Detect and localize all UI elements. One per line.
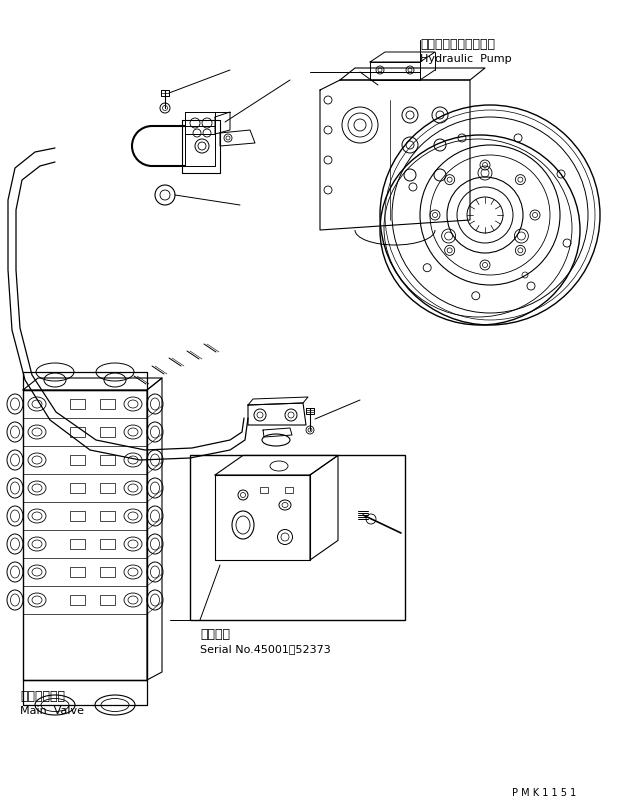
Bar [100,567,115,577]
Text: 適用号機: 適用号機 [200,628,230,641]
Bar [285,487,293,493]
Bar [70,399,85,409]
Text: Main  Valve: Main Valve [20,706,84,716]
Bar [70,567,85,577]
Bar [100,539,115,549]
Text: Hydraulic  Pump: Hydraulic Pump [420,54,511,64]
Bar [190,455,405,620]
Bar [70,483,85,493]
Bar [100,511,115,521]
Bar [100,427,115,437]
Bar [100,595,115,605]
Text: Serial No.45001～52373: Serial No.45001～52373 [200,644,330,654]
Bar [70,455,85,465]
Bar [70,595,85,605]
Bar [70,427,85,437]
Text: メインバルブ: メインバルブ [20,690,65,703]
Text: P M K 1 1 5 1: P M K 1 1 5 1 [512,788,576,798]
Bar [23,390,147,680]
Bar [100,399,115,409]
Text: ハイドロリックポンプ: ハイドロリックポンプ [420,38,495,51]
Bar [100,455,115,465]
Bar [260,487,268,493]
Bar [100,483,115,493]
Bar [70,511,85,521]
Bar [70,539,85,549]
